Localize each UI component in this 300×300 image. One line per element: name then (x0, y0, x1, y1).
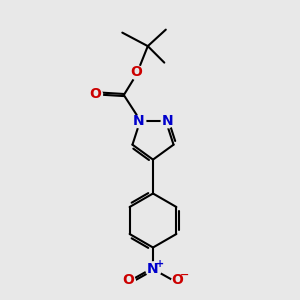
Text: N: N (133, 113, 145, 128)
Text: O: O (89, 86, 100, 100)
Text: −: − (180, 270, 190, 280)
Text: N: N (147, 262, 159, 276)
Text: O: O (122, 274, 134, 287)
Text: N: N (161, 113, 173, 128)
Text: O: O (130, 64, 142, 79)
Text: +: + (155, 259, 164, 269)
Text: O: O (172, 274, 184, 287)
